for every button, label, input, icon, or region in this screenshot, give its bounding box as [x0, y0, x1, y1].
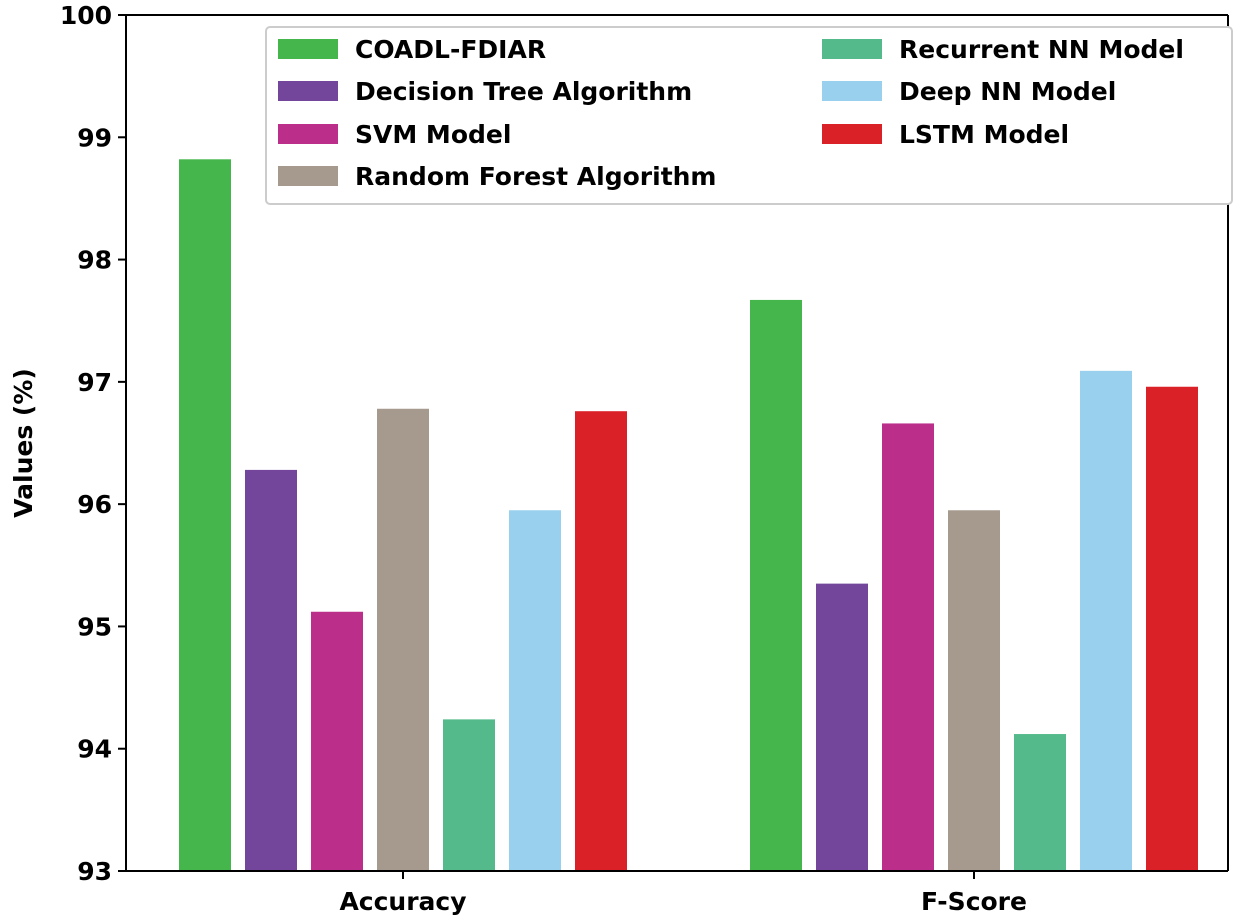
y-ticks: 93 94 95 96 97 98 99 100: [60, 1, 126, 886]
bar: [1014, 734, 1066, 871]
bar: [1146, 386, 1198, 871]
legend-label: Decision Tree Algorithm: [355, 77, 692, 106]
bar: [509, 510, 561, 871]
legend: COADL-FDIAR Decision Tree Algorithm SVM Mo…: [265, 26, 1233, 205]
bar: [575, 411, 627, 871]
y-tick-label: 95: [77, 612, 112, 641]
y-axis-label: Values (%): [9, 368, 38, 518]
bar: [1080, 370, 1132, 871]
legend-label: COADL-FDIAR: [355, 35, 546, 64]
x-tick-label: Accuracy: [339, 887, 466, 916]
legend-swatch: [822, 81, 882, 101]
legend-label: SVM Model: [355, 120, 511, 149]
bar: [377, 408, 429, 871]
y-tick-label: 97: [77, 368, 112, 397]
y-tick-label: 99: [77, 123, 112, 152]
legend-label: LSTM Model: [899, 120, 1069, 149]
legend-label: Deep NN Model: [899, 77, 1116, 106]
bar: [245, 469, 297, 871]
y-tick-label: 98: [77, 246, 112, 275]
legend-swatch: [278, 81, 338, 101]
x-tick-label: F-Score: [921, 887, 1027, 916]
legend-swatch: [822, 39, 882, 59]
x-ticks: Accuracy F-Score: [339, 871, 1027, 916]
bars-layer: [179, 159, 1198, 872]
legend-swatch: [278, 124, 338, 144]
bar: [179, 159, 231, 872]
bar: [948, 510, 1000, 871]
legend-swatch: [822, 124, 882, 144]
y-tick-label: 93: [77, 857, 112, 886]
legend-swatch: [278, 166, 338, 186]
bar: [882, 423, 934, 871]
bar: [443, 719, 495, 871]
bar: [816, 583, 868, 871]
y-tick-label: 94: [77, 735, 112, 764]
legend-swatch: [278, 39, 338, 59]
bar: [750, 299, 802, 871]
legend-frame: [265, 26, 1233, 205]
y-tick-label: 96: [77, 490, 112, 519]
y-tick-label: 100: [60, 1, 112, 30]
bar: [311, 611, 363, 871]
legend-label: Recurrent NN Model: [899, 35, 1184, 64]
legend-label: Random Forest Algorithm: [355, 162, 717, 191]
